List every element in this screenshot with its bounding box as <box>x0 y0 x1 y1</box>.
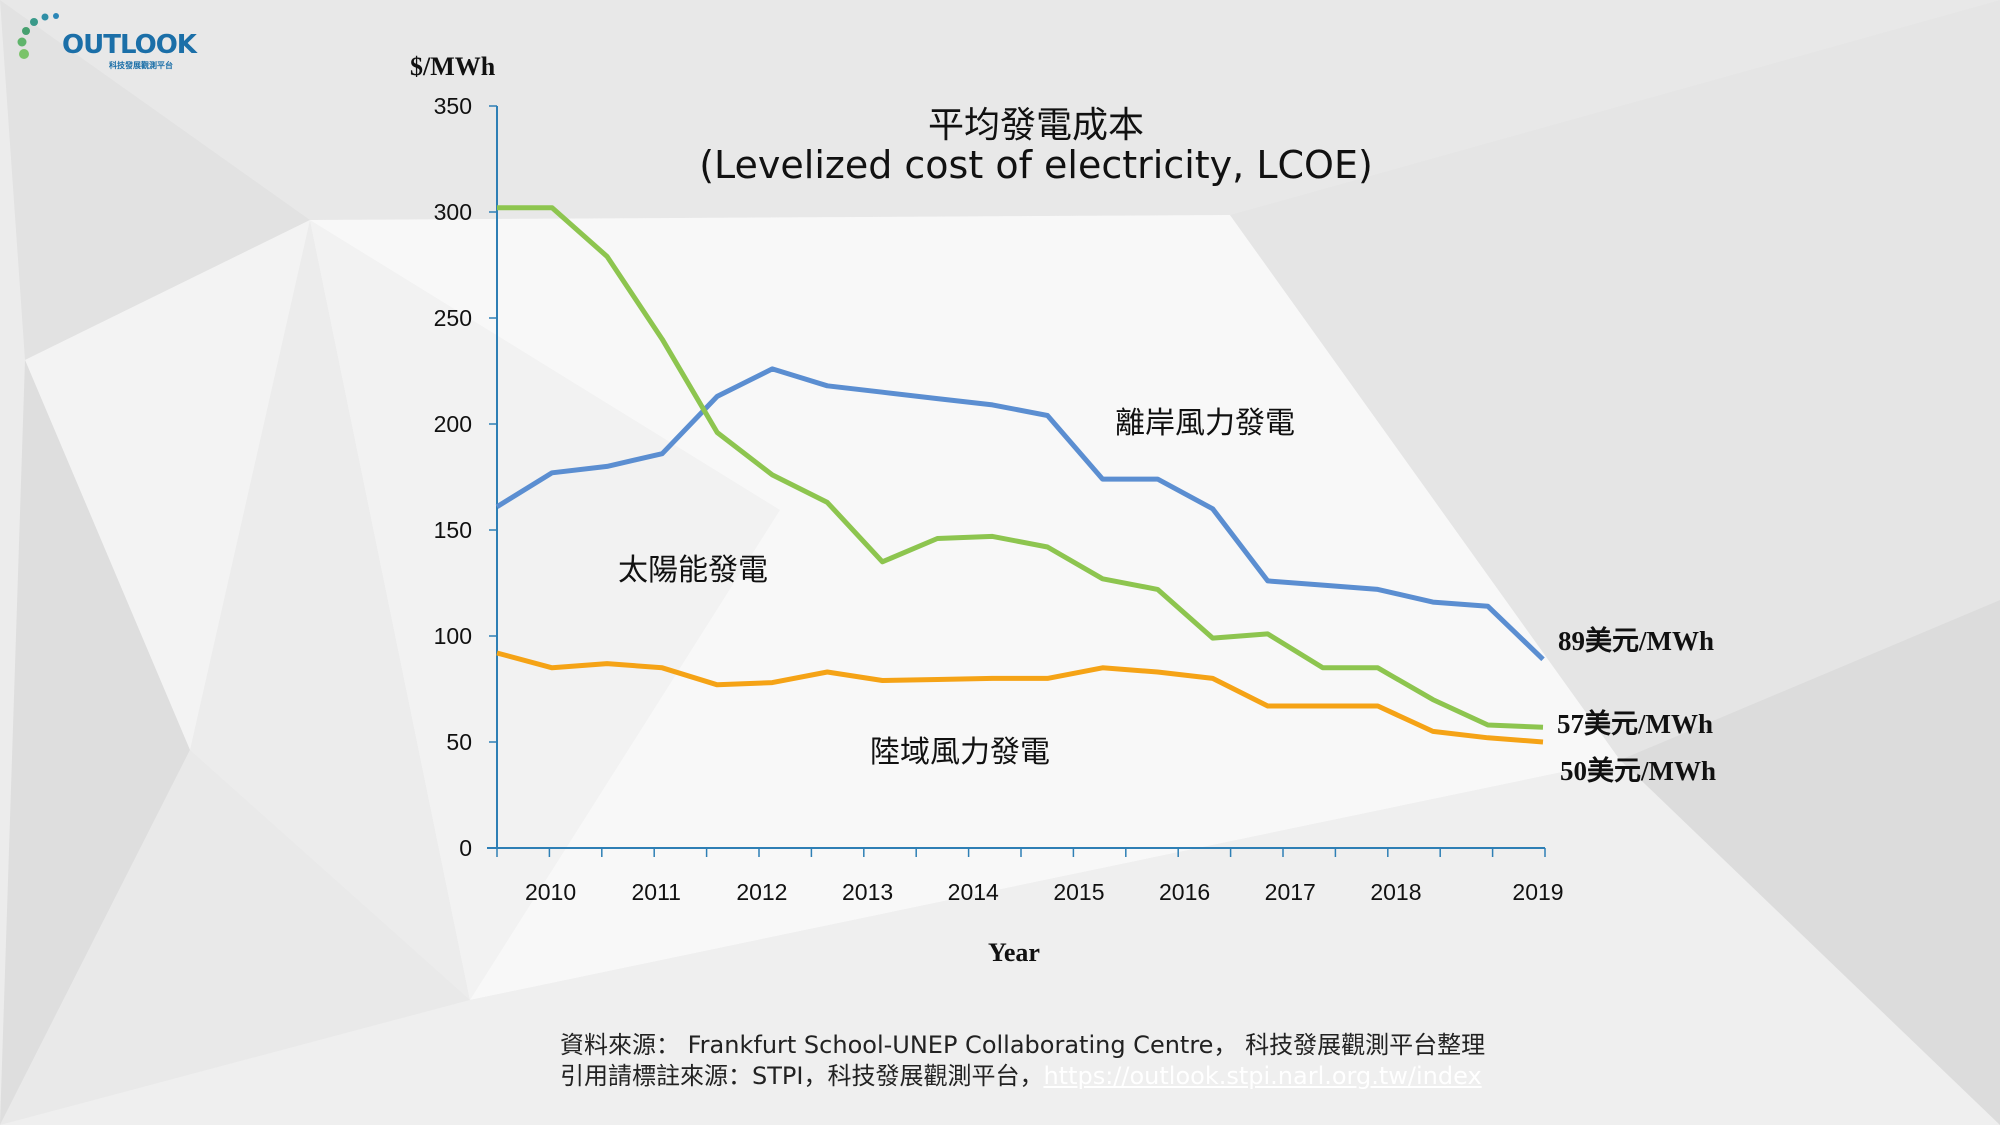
y-axis-label: $/MWh <box>410 52 496 81</box>
x-tick-label: 2010 <box>525 879 576 905</box>
end-label-offshore-wind: 89美元/MWh <box>1558 626 1715 656</box>
citation-line: 引用請標註來源：STPI，科技發展觀測平台，https://outlook.st… <box>560 1061 1485 1092</box>
end-label-onshore-wind: 50美元/MWh <box>1560 756 1717 786</box>
y-tick-label: 150 <box>434 517 472 543</box>
logo-dots-icon <box>17 13 59 59</box>
y-tick-label: 350 <box>434 93 472 119</box>
source-note: 資料來源： Frankfurt School-UNEP Collaboratin… <box>560 1030 1485 1092</box>
x-tick-label: 2015 <box>1053 879 1104 905</box>
x-tick-label: 2017 <box>1265 879 1316 905</box>
y-tick-label: 250 <box>434 305 472 331</box>
x-axis-label: Year <box>988 938 1040 967</box>
end-label-solar: 57美元/MWh <box>1557 709 1714 739</box>
logo-text: OUTLOOK <box>62 30 197 60</box>
x-tick-label: 2012 <box>736 879 787 905</box>
logo-subtitle: 科技發展觀測平台 <box>109 61 173 70</box>
y-tick-label: 200 <box>434 411 472 437</box>
x-tick-label: 2016 <box>1159 879 1210 905</box>
series-label-solar: 太陽能發電 <box>618 553 768 588</box>
citation-text: 引用請標註來源：STPI，科技發展觀測平台， <box>560 1062 1044 1090</box>
outlook-logo: OUTLOOK 科技發展觀測平台 <box>14 10 197 70</box>
x-tick-label: 2019 <box>1512 879 1563 905</box>
series-label-offshore-wind: 離岸風力發電 <box>1115 406 1295 441</box>
x-tick-label: 2011 <box>631 879 680 905</box>
x-tick-label: 2018 <box>1370 879 1421 905</box>
series-label-onshore-wind: 陸域風力發電 <box>870 735 1050 770</box>
x-tick-label: 2014 <box>948 879 999 905</box>
y-tick-label: 100 <box>434 623 472 649</box>
source-link[interactable]: https://outlook.stpi.narl.org.tw/index <box>1043 1062 1482 1090</box>
x-tick-label: 2013 <box>842 879 893 905</box>
source-line: 資料來源： Frankfurt School-UNEP Collaboratin… <box>560 1031 1486 1059</box>
y-tick-label: 300 <box>434 199 472 225</box>
series-line-offshore-wind <box>495 366 1545 662</box>
chart-subtitle: (Levelized cost of electricity, LCOE) <box>699 143 1373 187</box>
series-line-solar <box>497 205 1544 730</box>
series-line-onshore-wind <box>496 650 1544 745</box>
y-tick-label: 0 <box>459 835 472 861</box>
y-tick-label: 50 <box>446 729 472 755</box>
chart-title: 平均發電成本 <box>927 105 1144 146</box>
